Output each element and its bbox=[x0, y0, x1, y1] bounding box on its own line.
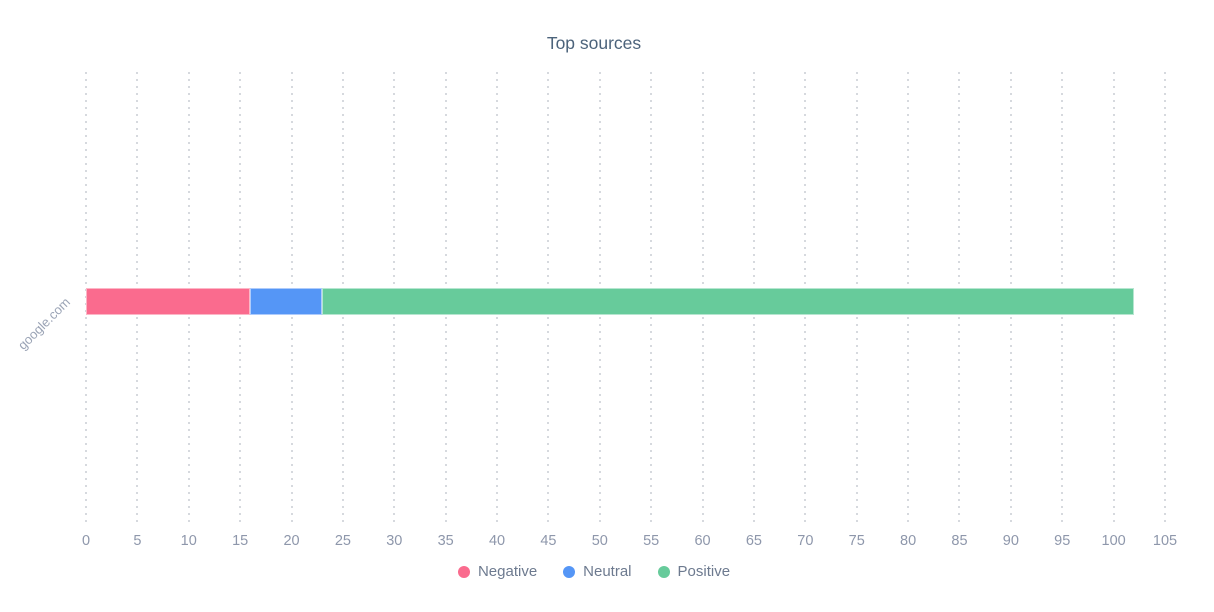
y-axis-category-label: google.com bbox=[14, 294, 74, 353]
x-tick-label-35: 35 bbox=[437, 533, 454, 549]
x-tick-label-50: 50 bbox=[591, 533, 608, 549]
x-tick-label-30: 30 bbox=[386, 533, 403, 549]
bar-segment-positive[interactable] bbox=[322, 288, 1135, 315]
x-tick-label-15: 15 bbox=[232, 533, 249, 549]
legend-label-negative: Negative bbox=[477, 563, 538, 580]
bar-segment-neutral[interactable] bbox=[250, 288, 323, 315]
chart-canvas: Top sources google.com 0 5 10 15 20 25 30 35 40 4… bbox=[0, 33, 1188, 580]
x-axis: 0 5 10 15 20 25 30 35 40 45 50 55 60 65 70 75 80 85 90 95 10… bbox=[82, 533, 1177, 553]
x-tick-label-40: 40 bbox=[488, 533, 506, 549]
x-tick-label-55: 55 bbox=[643, 533, 660, 549]
gridline-x-105 bbox=[1164, 72, 1166, 527]
x-tick-label-75: 75 bbox=[848, 533, 865, 549]
x-tick-label-60: 60 bbox=[694, 533, 711, 549]
x-tick-label-105: 105 bbox=[1152, 533, 1178, 549]
legend-swatch-positive bbox=[657, 565, 670, 578]
x-tick-label-20: 20 bbox=[283, 533, 300, 549]
x-tick-label-25: 25 bbox=[334, 533, 351, 549]
x-tick-label-80: 80 bbox=[900, 533, 917, 549]
legend-item-neutral[interactable]: Neutral bbox=[563, 563, 632, 580]
legend: Negative Neutral Positive bbox=[0, 563, 1188, 580]
bar-segment-negative[interactable] bbox=[86, 288, 251, 315]
chart-title: Top sources bbox=[546, 33, 642, 53]
legend-swatch-negative bbox=[457, 565, 470, 578]
x-tick-label-90: 90 bbox=[1002, 533, 1019, 549]
legend-item-positive[interactable]: Positive bbox=[657, 563, 731, 580]
x-tick-label-0: 0 bbox=[81, 533, 91, 549]
x-tick-label-70: 70 bbox=[797, 533, 814, 549]
bar-row bbox=[86, 288, 1165, 315]
legend-swatch-neutral bbox=[563, 565, 576, 578]
x-tick-label-65: 65 bbox=[745, 533, 763, 549]
x-tick-label-100: 100 bbox=[1101, 533, 1126, 549]
plot-area bbox=[85, 72, 1166, 527]
x-tick-label-95: 95 bbox=[1054, 533, 1071, 549]
x-tick-label-45: 45 bbox=[540, 533, 557, 549]
x-tick-label-5: 5 bbox=[133, 533, 142, 549]
x-tick-label-10: 10 bbox=[180, 533, 197, 549]
legend-label-neutral: Neutral bbox=[583, 563, 632, 580]
legend-label-positive: Positive bbox=[677, 563, 731, 580]
x-tick-label-85: 85 bbox=[951, 533, 968, 549]
legend-item-negative[interactable]: Negative bbox=[457, 563, 538, 580]
